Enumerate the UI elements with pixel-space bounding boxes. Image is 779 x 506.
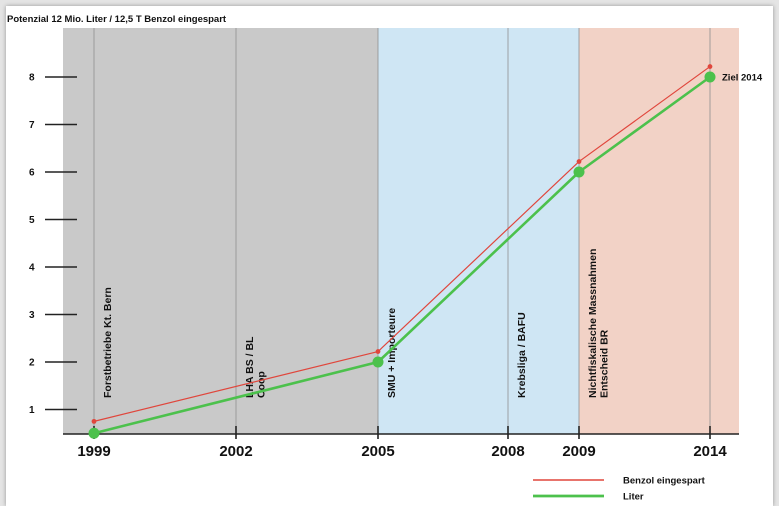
data-point (573, 166, 585, 178)
x-tick-label: 2009 (562, 443, 595, 460)
y-tick-label: 4 (29, 263, 35, 274)
data-point (375, 349, 381, 354)
background-band (63, 28, 378, 434)
annotation-label: Ziel 2014 (722, 73, 763, 84)
background-band (378, 28, 579, 434)
x-tick-label: 2014 (693, 443, 727, 460)
data-point (707, 64, 713, 69)
y-tick-label: 2 (29, 358, 35, 369)
y-tick-label: 1 (29, 405, 35, 416)
legend-label: Benzol eingespart (623, 476, 706, 487)
milestone-label-line: Coop (256, 371, 268, 398)
data-point (704, 71, 716, 83)
milestone-label: Forstbetriebe Kt. Bern (102, 287, 114, 398)
data-point (372, 356, 384, 368)
milestone-label-line: Forstbetriebe Kt. Bern (102, 287, 114, 398)
y-tick-label: 6 (29, 168, 35, 179)
x-tick-label: 2005 (361, 443, 394, 460)
milestone-label: Krebsliga / BAFU (516, 312, 528, 398)
milestone-label: Nichtfiskalische Massnahmen Entscheid BR (587, 249, 611, 398)
y-tick-label: 7 (29, 120, 35, 131)
legend-label: Liter (623, 492, 644, 503)
milestone-label-line: Entscheid BR (599, 329, 611, 398)
milestone-label-line: Krebsliga / BAFU (516, 312, 528, 398)
milestone-label-line: SMU + Importeure (386, 308, 398, 398)
x-tick-label: 2002 (219, 443, 252, 460)
y-tick-label: 5 (29, 215, 35, 226)
y-tick-label: 3 (29, 310, 35, 321)
y-tick-label: 8 (29, 73, 35, 84)
data-point (88, 427, 100, 439)
data-point (91, 418, 97, 424)
chart-title: Potenzial 12 Mio. Liter / 12,5 T Benzol … (7, 14, 227, 25)
series-line (93, 66, 711, 422)
data-point (576, 159, 582, 164)
milestone-label-line: LHA BS / BL (244, 336, 256, 398)
chart: Potenzial 12 Mio. Liter / 12,5 T Benzol … (7, 14, 763, 503)
milestone-label: SMU + Importeure (386, 308, 398, 398)
series-line (93, 75, 711, 435)
x-tick-label: 2008 (491, 443, 524, 460)
x-tick-label: 1999 (77, 443, 110, 460)
milestone-label-line: Nichtfiskalische Massnahmen (587, 249, 599, 398)
chart-frame: Potenzial 12 Mio. Liter / 12,5 T Benzol … (6, 6, 773, 506)
background-band (579, 28, 739, 434)
